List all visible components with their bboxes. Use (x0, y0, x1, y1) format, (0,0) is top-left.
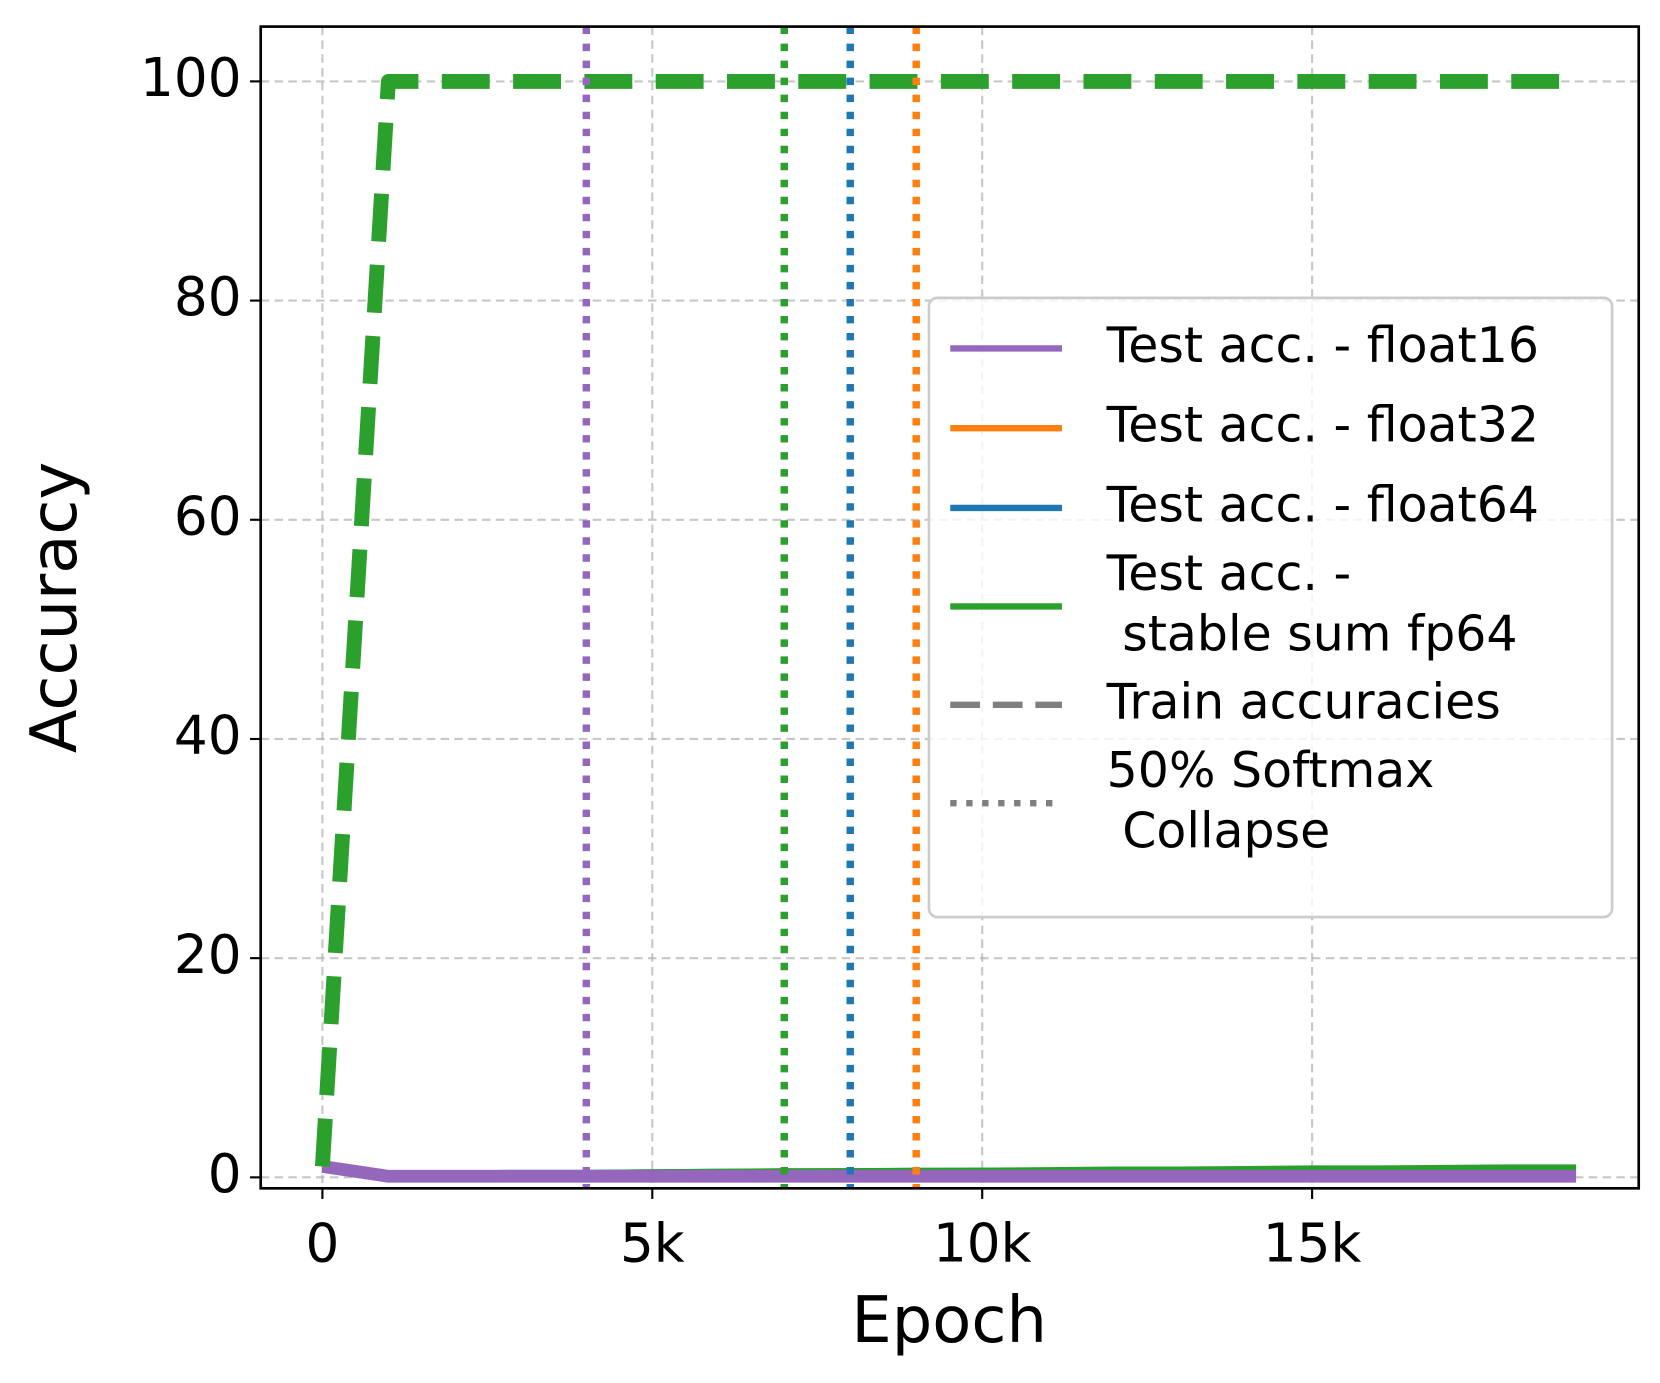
y-tick-label: 40 (174, 705, 242, 767)
legend-label: Test acc. - float16 (1106, 317, 1539, 374)
plot-frame (259, 25, 1641, 1190)
y-tick-label: 60 (174, 485, 242, 547)
y-tick-label: 20 (174, 924, 242, 986)
legend-label: 50% Softmax Collapse (1107, 741, 1435, 859)
legend-label: Test acc. - float32 (1106, 397, 1539, 454)
x-tick-label: 10k (933, 1212, 1032, 1274)
x-tick-label: 5k (620, 1212, 685, 1274)
legend-label: Test acc. - float64 (1106, 476, 1539, 533)
y-tick-label: 100 (140, 47, 242, 109)
legend-label: Test acc. - stable sum fp64 (1106, 545, 1518, 663)
x-tick-label: 15k (1263, 1212, 1362, 1274)
y-tick-label: 80 (174, 266, 242, 328)
y-axis-label: Accuracy (18, 462, 92, 753)
y-tick-label: 0 (208, 1143, 242, 1205)
legend-box (927, 296, 1614, 919)
test-line (321, 1160, 1577, 1183)
train-line (314, 73, 1577, 1167)
x-axis-label: Epoch (851, 1284, 1046, 1358)
legend-label: Train accuracies (1106, 673, 1501, 730)
x-tick-label: 0 (305, 1212, 339, 1274)
